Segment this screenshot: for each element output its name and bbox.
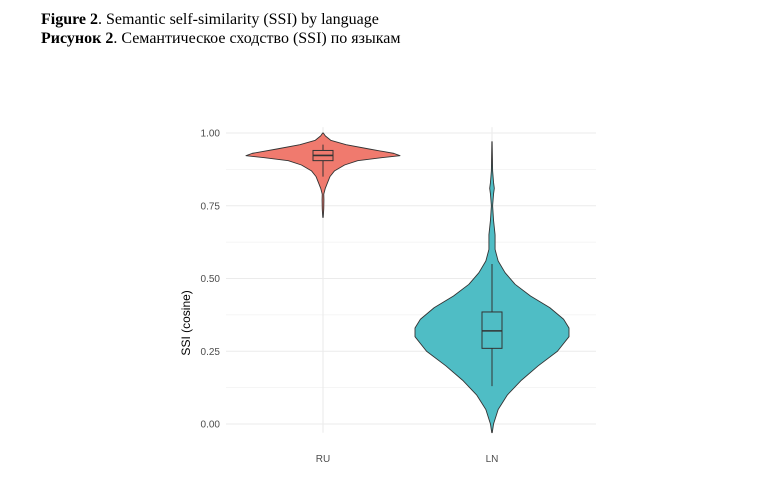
y-axis-title: SSI (cosine): [179, 290, 193, 355]
violin-layer: [245, 132, 570, 434]
y-tick-label: 1.00: [201, 129, 221, 140]
x-tick-label: RU: [316, 454, 330, 465]
label-layer: 0.00 0.25 0.50 0.75 1.00 RU LN: [201, 129, 499, 466]
caption-text-english: . Semantic self-similarity (SSI) by lang…: [98, 11, 379, 28]
figure-caption-russian: Рисунок 2. Семантическое сходство (SSI) …: [41, 30, 400, 48]
figure-caption-english: Figure 2. Semantic self-similarity (SSI)…: [41, 11, 379, 29]
y-tick-label: 0.75: [201, 201, 221, 212]
y-tick-label: 0.50: [201, 274, 221, 285]
grid-layer: [226, 127, 596, 433]
caption-text-russian: . Семантическое сходство (SSI) по языкам: [113, 30, 401, 47]
figure-label-english: Figure 2: [41, 11, 99, 28]
x-tick-label: LN: [486, 454, 499, 465]
y-tick-label: 0.25: [201, 347, 221, 358]
y-tick-label: 0.00: [201, 420, 221, 431]
figure-label-russian: Рисунок 2: [41, 30, 114, 47]
